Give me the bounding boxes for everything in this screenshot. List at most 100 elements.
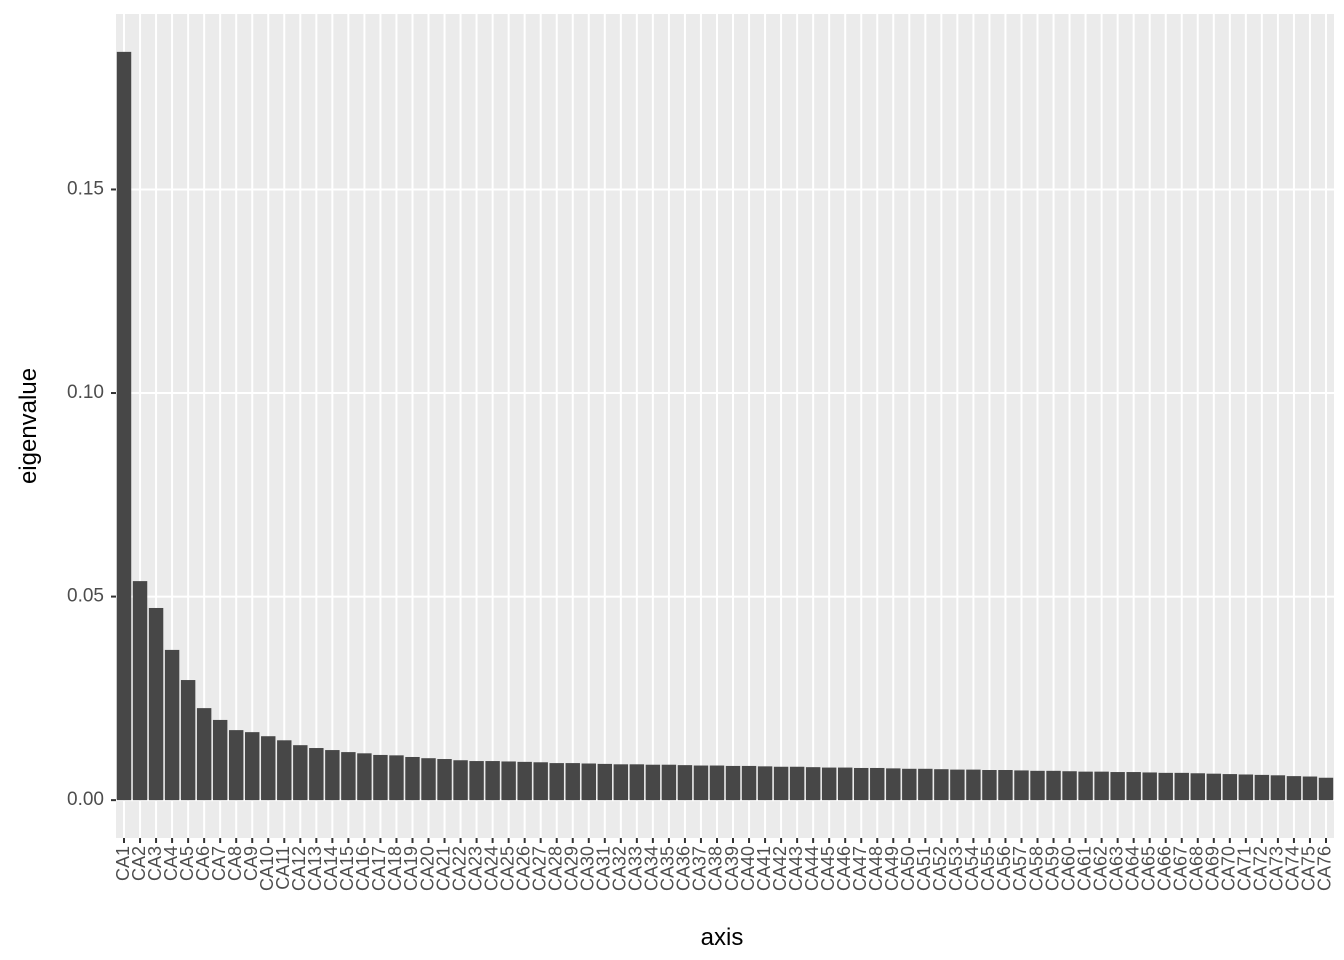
bar — [1094, 771, 1109, 801]
bar — [533, 762, 548, 801]
x-tick-label: CA43 — [786, 846, 806, 891]
x-tick-label: CA56 — [994, 846, 1014, 891]
x-tick-label: CA76 — [1315, 846, 1335, 891]
x-tick-label: CA13 — [305, 846, 325, 891]
bar — [741, 765, 757, 801]
bar — [886, 768, 901, 801]
bar — [1222, 774, 1238, 801]
bar — [1014, 770, 1029, 801]
bar — [725, 765, 741, 801]
bar — [581, 763, 596, 801]
bar — [1318, 777, 1334, 801]
bar — [918, 768, 933, 801]
x-tick-label: CA59 — [1042, 846, 1062, 891]
x-tick-label: CA3 — [145, 846, 165, 881]
x-tick-label: CA10 — [257, 846, 277, 891]
bar — [1126, 772, 1141, 801]
x-tick-label: CA30 — [578, 846, 598, 891]
x-tick-label: CA41 — [754, 846, 774, 891]
x-tick-label: CA66 — [1154, 846, 1174, 891]
x-tick-label: CA6 — [193, 846, 213, 881]
bar — [805, 767, 821, 801]
x-tick-label: CA75 — [1299, 846, 1319, 891]
y-tick-label: 0.00 — [67, 789, 104, 810]
bar — [196, 708, 212, 801]
x-tick-label: CA57 — [1010, 846, 1030, 891]
x-tick-label: CA51 — [914, 846, 934, 891]
bar — [1254, 774, 1270, 801]
x-tick-label: CA34 — [642, 846, 662, 891]
x-tick-label: CA1 — [113, 846, 133, 881]
x-tick-label: CA21 — [433, 846, 453, 891]
x-tick-label: CA47 — [850, 846, 870, 891]
bar — [789, 766, 805, 801]
bar — [1078, 771, 1093, 801]
x-tick-label: CA17 — [369, 846, 389, 891]
bar — [934, 769, 949, 801]
x-tick-label: CA38 — [706, 846, 726, 891]
bar — [870, 767, 885, 801]
bar — [1206, 773, 1222, 801]
bar — [629, 764, 645, 801]
bar — [966, 769, 981, 801]
bar — [1190, 773, 1205, 801]
bar — [325, 750, 340, 801]
x-tick-label: CA65 — [1138, 846, 1158, 891]
x-tick-label: CA7 — [209, 846, 229, 881]
x-tick-label: CA20 — [417, 846, 437, 891]
x-tick-label: CA37 — [690, 846, 710, 891]
bar — [309, 748, 324, 801]
x-tick-label: CA35 — [658, 846, 678, 891]
x-tick-label: CA33 — [626, 846, 646, 891]
bar — [501, 761, 516, 801]
x-tick-label: CA32 — [610, 846, 630, 891]
bar — [950, 769, 965, 801]
bar — [1046, 770, 1061, 801]
x-tick-label: CA18 — [385, 846, 405, 891]
panel-background — [116, 14, 1334, 838]
bar — [1302, 776, 1318, 801]
bar — [421, 758, 436, 801]
x-tick-label: CA12 — [289, 846, 309, 891]
x-tick-label: CA70 — [1219, 846, 1239, 891]
x-tick-label: CA52 — [930, 846, 950, 891]
x-tick-label: CA26 — [513, 846, 533, 891]
y-tick-label: 0.10 — [67, 382, 104, 403]
x-tick-label: CA24 — [481, 846, 501, 891]
bar — [228, 730, 244, 801]
bar — [293, 745, 308, 801]
bar — [837, 767, 853, 801]
y-tick-label: 0.05 — [67, 586, 104, 607]
bar — [709, 765, 725, 801]
bar — [597, 763, 613, 801]
bar — [693, 765, 709, 801]
x-tick-label: CA46 — [834, 846, 854, 891]
bar — [180, 680, 196, 801]
bar — [1286, 776, 1302, 801]
bar — [549, 763, 564, 801]
bar — [613, 764, 629, 801]
x-tick-label: CA42 — [770, 846, 790, 891]
x-tick-label: CA23 — [465, 846, 485, 891]
bar — [757, 766, 773, 801]
bar — [773, 766, 789, 801]
bar — [677, 765, 693, 801]
x-tick-label: CA71 — [1235, 846, 1255, 891]
x-tick-label: CA62 — [1090, 846, 1110, 891]
bar — [389, 755, 404, 801]
x-tick-label: CA4 — [161, 846, 181, 881]
bar — [565, 763, 580, 801]
x-tick-label: CA63 — [1106, 846, 1126, 891]
x-tick-label: CA68 — [1187, 846, 1207, 891]
bar — [485, 761, 500, 801]
x-tick-label: CA31 — [594, 846, 614, 891]
x-tick-label: CA27 — [529, 846, 549, 891]
x-tick-label: CA53 — [946, 846, 966, 891]
y-axis-title: eigenvalue — [15, 368, 42, 484]
bar — [1142, 772, 1157, 801]
bar — [1062, 771, 1077, 801]
bar — [116, 51, 132, 801]
bar — [357, 753, 372, 801]
x-tick-label: CA50 — [898, 846, 918, 891]
